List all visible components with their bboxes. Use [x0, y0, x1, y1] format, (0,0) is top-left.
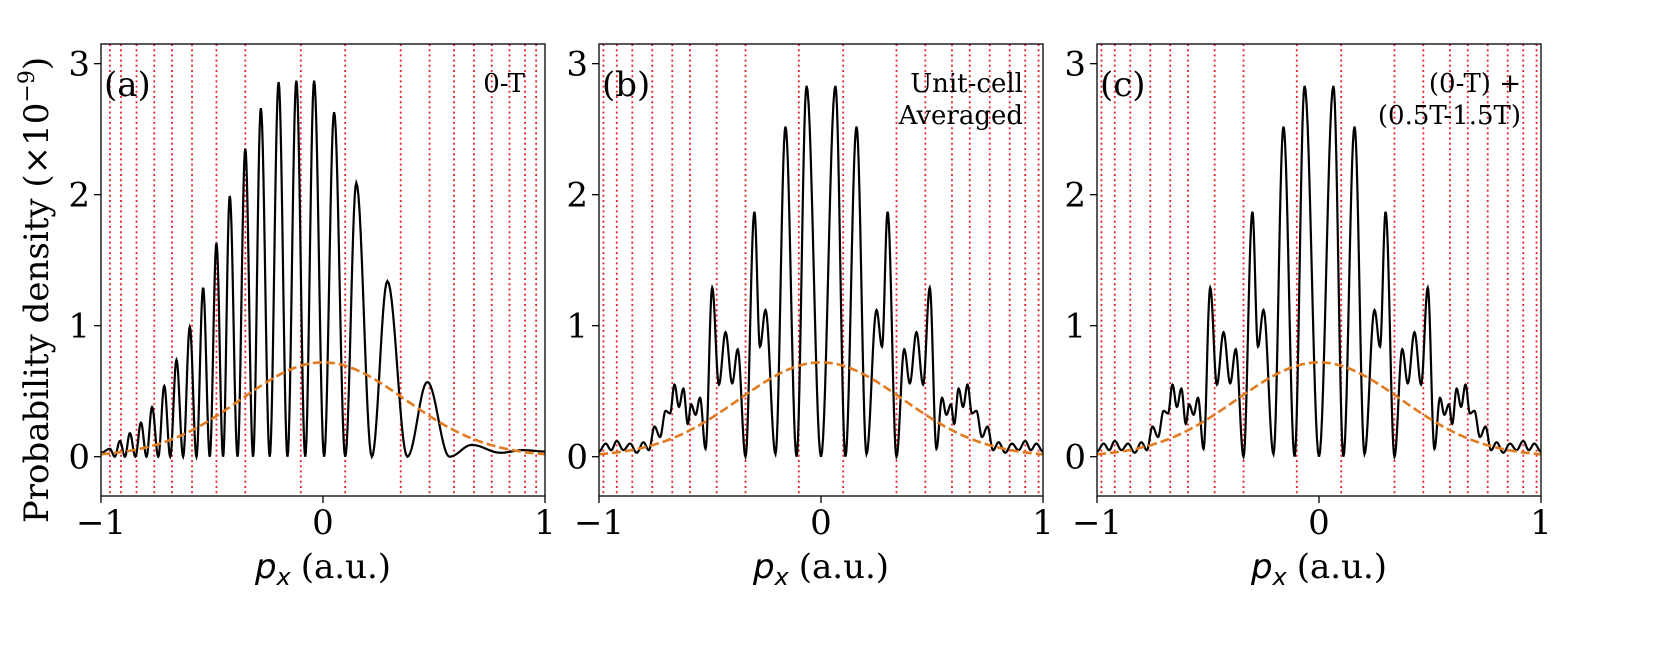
panel-annotation-line: Averaged [898, 101, 1023, 131]
panel-annotation-line: 0-T [483, 69, 525, 99]
y-tick-label: 3 [566, 45, 588, 85]
y-axis-label-close: ) [17, 57, 57, 70]
panel-annotation-line: (0.5T-1.5T) [1378, 101, 1521, 131]
y-tick-label: 1 [68, 307, 90, 347]
x-tick-label: −1 [1072, 503, 1122, 543]
x-tick-label: 0 [1308, 503, 1330, 543]
panel-annotation-line: (0-T) + [1429, 69, 1521, 99]
y-tick-label: 2 [1064, 176, 1086, 216]
envelope-line [1097, 361, 1541, 456]
y-tick-label: 2 [68, 176, 90, 216]
density-line [1097, 85, 1541, 461]
x-tick-label: 0 [810, 503, 832, 543]
panel-data-layer [1097, 44, 1541, 496]
y-tick-label: 3 [68, 45, 90, 85]
density-line [101, 80, 545, 462]
panel-label: (b) [602, 65, 650, 105]
y-axis-label-exponent: −9 [15, 70, 40, 102]
y-axis-label-text: Probability density (×10 [17, 103, 57, 524]
density-line [599, 85, 1043, 461]
x-axis-label-sub: x [276, 563, 292, 591]
panel-data-layer [599, 44, 1043, 496]
envelope-line [599, 361, 1043, 456]
y-tick-label: 1 [1064, 307, 1086, 347]
panel-label: (a) [104, 65, 151, 105]
chart-panel-0: −1 0 1 0 1 2 3 (a) 0-T px (a.u.) [68, 43, 556, 591]
x-axis-label: px (a.u.) [752, 547, 889, 591]
y-tick-label: 2 [566, 176, 588, 216]
x-axis-label-sub: x [774, 563, 790, 591]
y-tick-label: 3 [1064, 45, 1086, 85]
x-axis-label-unit: (a.u.) [301, 547, 391, 587]
y-tick-label: 1 [566, 307, 588, 347]
x-tick-label: 1 [534, 503, 556, 543]
y-tick-label: 0 [566, 438, 588, 478]
x-axis-label-var: p [1250, 547, 1273, 587]
x-tick-label: −1 [76, 503, 126, 543]
x-axis-label-var: p [752, 547, 775, 587]
x-axis-label-sub: x [1272, 563, 1288, 591]
panel-annotation-line: Unit-cell [910, 69, 1023, 99]
x-axis-label: px (a.u.) [1250, 547, 1387, 591]
panel-label: (c) [1100, 65, 1146, 105]
y-tick-label: 0 [68, 438, 90, 478]
y-tick-label: 0 [1064, 438, 1086, 478]
x-tick-label: 0 [312, 503, 334, 543]
chart-panel-2: −1 0 1 0 1 2 3 (c) (0-T) +(0.5T-1.5T) px (a.u.) [1064, 43, 1552, 591]
x-tick-label: 1 [1032, 503, 1054, 543]
x-tick-label: −1 [574, 503, 624, 543]
x-axis-label-unit: (a.u.) [1297, 547, 1387, 587]
panel-data-layer [101, 44, 545, 496]
x-axis-label-unit: (a.u.) [799, 547, 889, 587]
x-axis-label-var: p [254, 547, 277, 587]
x-tick-label: 1 [1530, 503, 1552, 543]
x-axis-label: px (a.u.) [254, 547, 391, 591]
y-axis-label: Probability density (×10−9) [15, 57, 57, 523]
